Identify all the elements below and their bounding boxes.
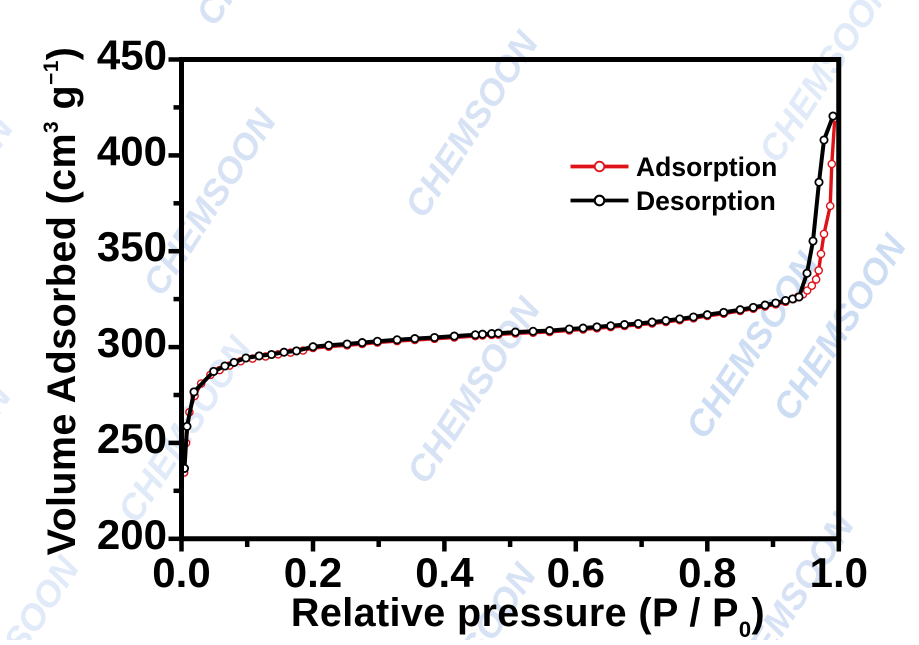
svg-text:Adsorption: Adsorption	[636, 152, 777, 182]
svg-text:400: 400	[97, 127, 167, 174]
svg-text:450: 450	[97, 32, 167, 79]
svg-text:250: 250	[97, 415, 167, 462]
svg-text:0.6: 0.6	[547, 549, 605, 596]
svg-text:Desorption: Desorption	[636, 186, 776, 216]
svg-text:350: 350	[97, 223, 167, 270]
svg-text:200: 200	[97, 511, 167, 558]
svg-text:0.4: 0.4	[415, 549, 474, 596]
svg-text:0.8: 0.8	[678, 549, 736, 596]
svg-text:300: 300	[97, 319, 167, 366]
svg-text:Relative pressure (P / P0): Relative pressure (P / P0)	[291, 591, 765, 640]
svg-text:1.0: 1.0	[810, 549, 868, 596]
svg-text:0.2: 0.2	[284, 549, 342, 596]
svg-text:0.0: 0.0	[152, 549, 210, 596]
